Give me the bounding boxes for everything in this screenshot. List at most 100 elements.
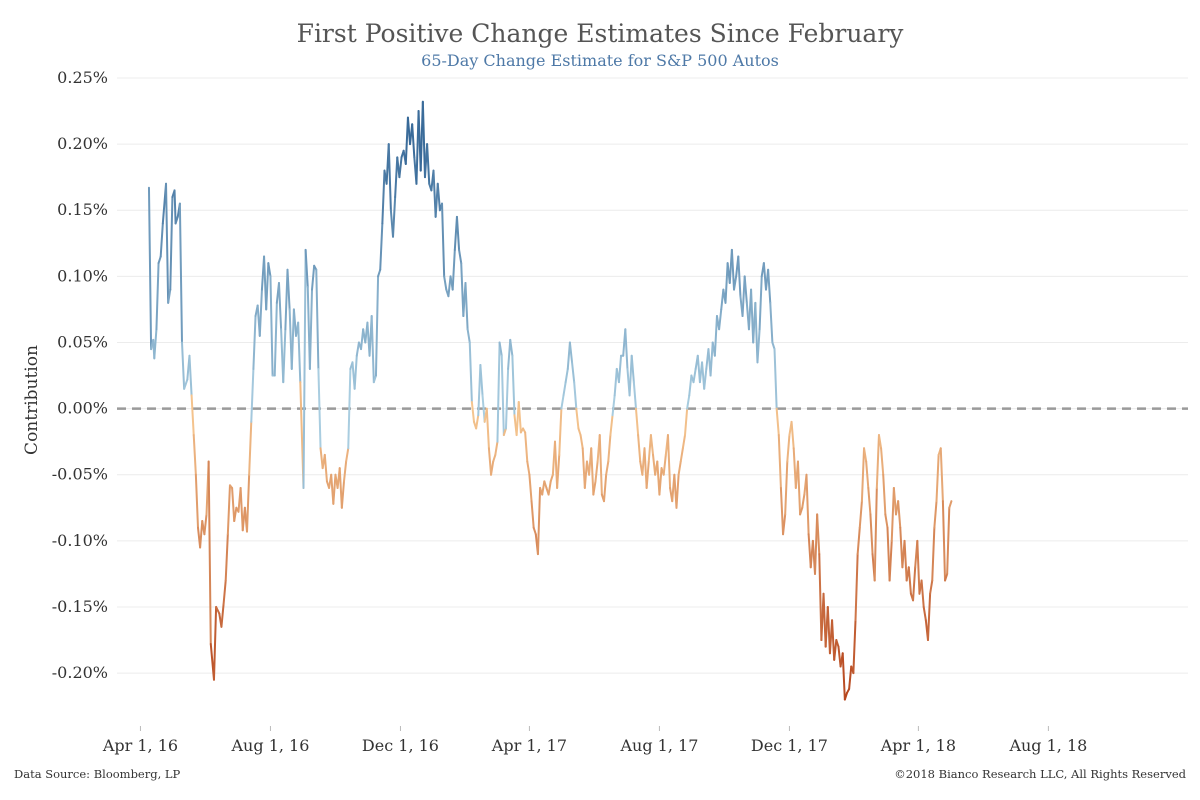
- line-segment: [212, 605, 218, 681]
- line-segment: [852, 619, 857, 675]
- line-segment: [273, 301, 278, 377]
- line-segment: [888, 539, 893, 582]
- line-segment: [311, 264, 316, 291]
- x-tick-label: Apr 1, 18: [880, 736, 956, 755]
- line-segment: [801, 493, 806, 509]
- line-segment: [730, 248, 736, 291]
- line-segment: [355, 341, 360, 357]
- line-segment: [174, 215, 179, 225]
- line-segment: [297, 321, 302, 384]
- line-segment: [658, 467, 663, 496]
- y-axis: 0.25% 0.20% 0.15% 0.10% 0.05% 0.00% -0.05% -0.1…: [52, 68, 108, 682]
- line-segment: [929, 579, 934, 595]
- line-segment: [867, 486, 872, 516]
- line-segment: [892, 486, 898, 516]
- line-segment: [713, 315, 718, 357]
- line-segment: [458, 248, 463, 265]
- line-segment: [594, 460, 599, 483]
- line-segment: [568, 341, 574, 364]
- line-segment: [374, 275, 380, 377]
- line-segment: [504, 367, 510, 430]
- line-segment: [173, 189, 177, 225]
- line-segment: [392, 196, 397, 238]
- line-segment: [372, 374, 377, 384]
- line-segment: [511, 354, 516, 417]
- line-segment: [884, 513, 889, 529]
- x-tick-label: Aug 1, 17: [619, 736, 698, 755]
- line-segment: [743, 275, 748, 304]
- line-segment: [277, 281, 283, 331]
- line-segment: [681, 434, 687, 450]
- line-segment: [779, 486, 785, 536]
- line-segment: [790, 420, 795, 450]
- line-segment: [709, 341, 714, 377]
- line-segment: [379, 222, 384, 271]
- line-segment: [863, 447, 868, 463]
- line-segment: [308, 288, 314, 370]
- line-segment: [282, 328, 287, 384]
- line-segment: [841, 652, 846, 701]
- line-segment: [771, 341, 776, 351]
- line-segment: [524, 431, 529, 463]
- line-segment: [609, 414, 614, 437]
- line-segment: [443, 275, 448, 291]
- line-segment: [215, 605, 221, 615]
- line-segment: [345, 447, 350, 463]
- line-segment: [562, 381, 567, 397]
- line-segment: [818, 553, 823, 642]
- line-segment: [833, 639, 838, 661]
- line-segment: [411, 123, 416, 159]
- line-segment: [441, 202, 446, 278]
- line-segment: [679, 447, 684, 463]
- line-segment: [528, 473, 533, 503]
- line-segment: [556, 453, 561, 489]
- line-segment: [912, 566, 917, 602]
- line-segment: [926, 592, 932, 642]
- x-tick-label: Apr 1, 17: [491, 736, 567, 755]
- line-segment: [920, 579, 925, 608]
- line-segment: [169, 196, 174, 291]
- y-tick-label: -0.05%: [52, 465, 108, 484]
- line-segment: [239, 486, 244, 532]
- line-segment: [265, 262, 270, 311]
- line-segment: [167, 288, 172, 304]
- line-segment: [782, 513, 787, 536]
- line-segment: [466, 328, 471, 344]
- line-segment: [579, 434, 584, 450]
- line-segment: [252, 315, 257, 370]
- line-segment: [948, 500, 953, 509]
- line-segment: [500, 354, 505, 437]
- line-segment: [688, 374, 693, 397]
- line-segment: [490, 460, 495, 476]
- chart-subtitle: 65-Day Change Estimate for S&P 500 Autos: [421, 51, 779, 70]
- y-tick-label: -0.10%: [52, 531, 108, 550]
- x-tick-label: Aug 1, 18: [1008, 736, 1087, 755]
- line-segment: [250, 367, 255, 423]
- line-segment: [603, 473, 608, 503]
- line-segment: [147, 186, 153, 351]
- line-segment: [421, 100, 426, 179]
- line-segment: [183, 378, 189, 390]
- line-segment: [607, 434, 612, 463]
- series-line: [147, 100, 953, 701]
- line-segment: [933, 500, 938, 529]
- line-segment: [517, 401, 522, 434]
- line-segment: [494, 440, 499, 456]
- line-segment: [224, 533, 229, 582]
- line-segment: [530, 500, 535, 529]
- line-segment: [157, 255, 162, 265]
- y-tick-label: -0.15%: [52, 597, 108, 616]
- line-segment: [733, 275, 738, 291]
- line-segment: [317, 367, 322, 450]
- line-segment: [340, 480, 345, 509]
- line-segment: [573, 381, 578, 410]
- line-segment: [394, 156, 399, 199]
- line-segment: [590, 447, 595, 496]
- line-segment: [605, 460, 610, 476]
- line-segment: [935, 453, 940, 503]
- line-segment: [302, 248, 307, 489]
- line-segment: [267, 262, 272, 278]
- line-segment: [613, 367, 618, 397]
- line-segment: [464, 281, 469, 331]
